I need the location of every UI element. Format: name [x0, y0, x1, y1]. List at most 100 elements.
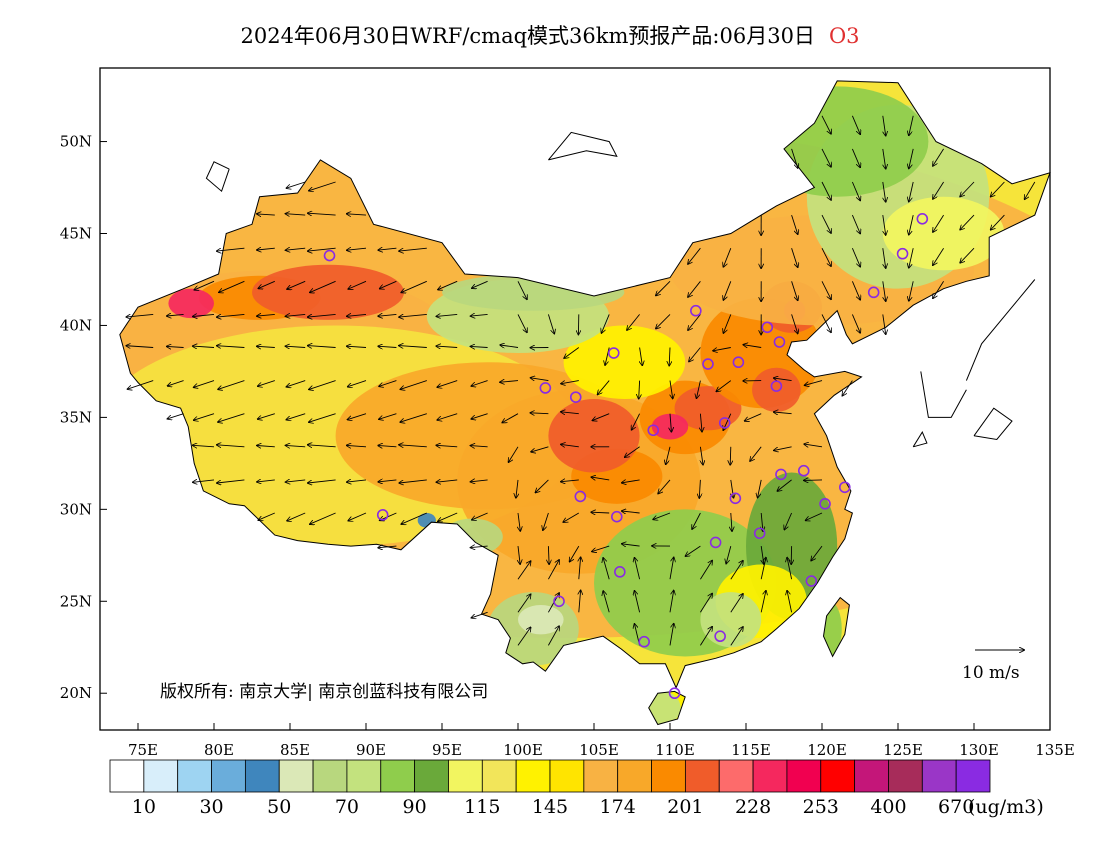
wind-arrow [517, 594, 531, 613]
wind-arrow [347, 445, 367, 446]
city-marker: 上海 [838, 481, 851, 494]
wind-arrow [909, 248, 914, 268]
wind-arrow [909, 148, 914, 169]
wind-arrow [257, 346, 275, 347]
wind-arrow [774, 378, 792, 381]
latitude-tick-label: 45N [60, 225, 92, 243]
wind-arrow [399, 247, 427, 251]
wind-arrow [547, 314, 554, 333]
wind-arrow [530, 413, 549, 414]
map-title-main: 2024年06月30日WRF/cmaq模式36km预报产品:06月30日 [240, 24, 815, 48]
wind-arrow [602, 314, 610, 333]
wind-arrow [851, 281, 860, 299]
wind-arrow [635, 558, 641, 580]
colorbar-swatch [820, 759, 856, 793]
colorbar-tick-label: 201 [667, 796, 703, 818]
wind-arrow [821, 115, 831, 134]
wind-arrow [347, 314, 367, 316]
wind-arrow [378, 446, 397, 447]
wind-arrow [471, 546, 488, 548]
colorbar-swatch [888, 759, 923, 793]
wind-arrow [378, 346, 397, 347]
wind-arrow [347, 480, 367, 482]
city-marker: 福州 [805, 575, 818, 587]
wind-arrow [286, 445, 306, 446]
colorbar-tick-label: 50 [267, 796, 291, 818]
china-border [119, 80, 1051, 689]
colorbar-tick-label: 228 [735, 796, 771, 818]
wind-arrow [258, 413, 275, 419]
concentration-band [651, 413, 689, 440]
wind-arrow [471, 446, 488, 447]
city-marker: 杭州 [819, 498, 831, 510]
city-marker: 武汉 [729, 492, 742, 505]
wind-arrow [791, 214, 798, 234]
wind-arrow [308, 213, 336, 215]
wind-arrow [821, 214, 831, 233]
wind-arrow [603, 591, 610, 613]
wind-arrow [960, 247, 975, 263]
wind-arrow [472, 280, 488, 288]
wind-arrow [348, 413, 367, 420]
wind-arrow [347, 346, 367, 347]
wind-arrow [472, 512, 488, 520]
wind-arrow [548, 626, 559, 646]
city-marker: 南昌 [753, 527, 766, 540]
wind-arrow [882, 148, 886, 169]
colorbar-swatch [684, 759, 720, 793]
concentration-band [674, 386, 742, 431]
colorbar-tick-label: 115 [464, 796, 500, 818]
wind-arrow [128, 380, 154, 390]
wind-arrow [726, 545, 732, 563]
wind-arrow [471, 611, 488, 618]
colorbar-swatch [380, 759, 416, 793]
wind-arrow [309, 181, 336, 191]
colorbar-labels: 10 30 50 70 90 115 145 174 201 228 253 400 670 [132, 796, 975, 818]
latitude-tick-label: 40N [60, 316, 92, 334]
wind-arrow [821, 314, 831, 332]
wind-arrow [194, 380, 215, 388]
colorbar-swatch [211, 759, 246, 793]
latitude-tick-label: 20N [60, 684, 92, 702]
wind-arrow [564, 347, 580, 359]
city-marker: 广州 [714, 630, 726, 643]
wind-arrow [697, 380, 701, 399]
city-marker: 太原 [702, 358, 714, 370]
wind-arrow [399, 445, 427, 447]
wind-arrow [561, 412, 579, 414]
colorbar-swatch [583, 759, 619, 793]
wind-arrow [471, 480, 488, 482]
neighbor-border [205, 161, 230, 193]
longitude-tick-label: 120E [807, 741, 847, 759]
city-marker: 郑州 [718, 417, 731, 429]
wind-arrow [991, 181, 1005, 197]
colorbar-tick-label: 10 [132, 796, 156, 818]
wind-arrow [286, 413, 306, 420]
wind-arrow [400, 413, 427, 422]
colorbar-tick-label: 70 [335, 796, 359, 818]
wind-arrow [378, 248, 397, 250]
wind-arrow [933, 247, 944, 265]
wind-arrow [561, 480, 579, 482]
wind-arrow [960, 181, 975, 197]
city-marker: 重庆 [610, 510, 623, 523]
wind-arrow [194, 413, 215, 421]
wind-arrow [168, 380, 184, 386]
neighbor-border [912, 431, 928, 448]
wind-arrow [438, 280, 458, 289]
wind-arrow [193, 346, 215, 347]
city-marker: 哈尔滨 [916, 212, 929, 225]
wind-arrow [791, 248, 798, 267]
longitude-tick-label: 80E [204, 741, 234, 759]
longitude-tick-label: 130E [959, 741, 999, 759]
wind-arrow [686, 545, 701, 556]
wind-arrow [548, 546, 549, 564]
city-marker: 海口 [668, 687, 681, 700]
longitude-tick-label: 100E [503, 741, 543, 759]
wind-arrow [379, 380, 397, 387]
wind-arrow [308, 313, 336, 317]
wind-arrow [670, 380, 673, 399]
wind-arrow [699, 479, 700, 498]
wind-arrow [622, 544, 640, 546]
